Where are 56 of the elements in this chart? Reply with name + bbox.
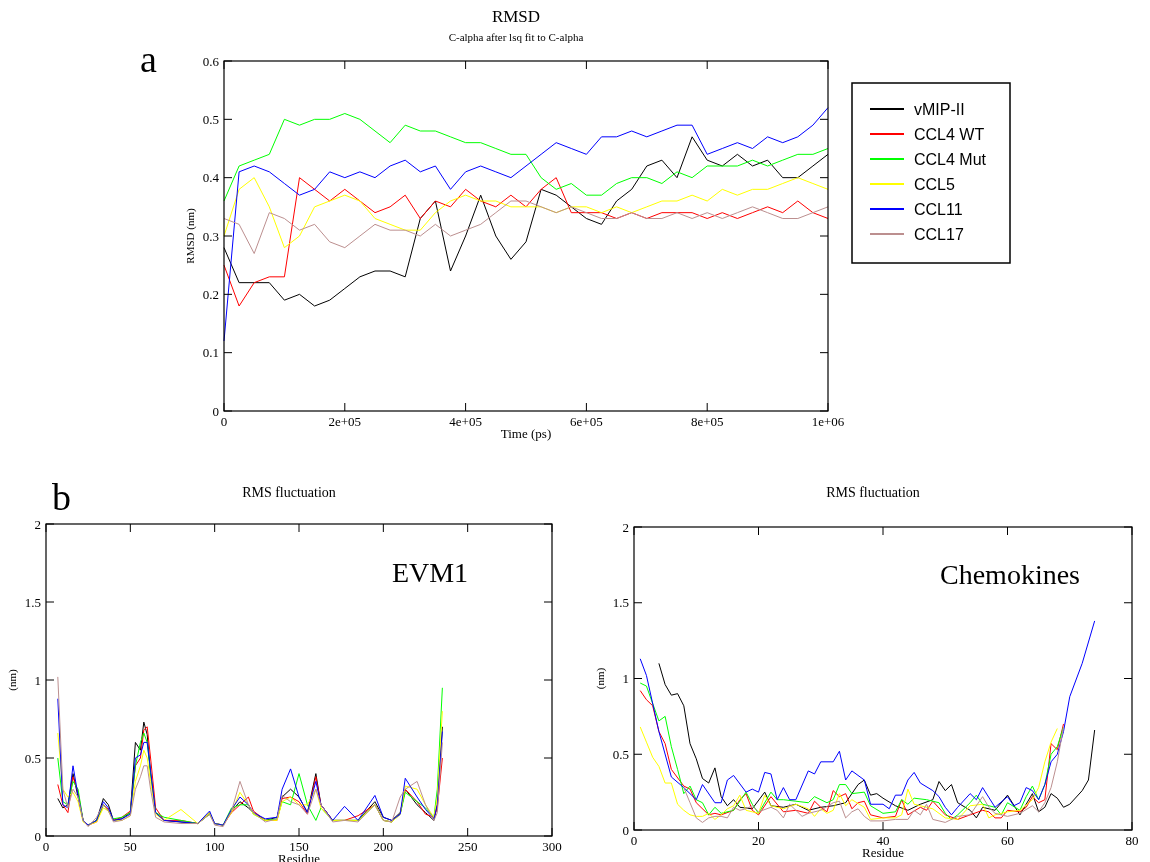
x-tick-label: 1e+06 (811, 414, 845, 429)
line-series (223, 177, 829, 307)
annotation: Chemokines (940, 559, 1080, 590)
legend-label: CCL17 (914, 226, 964, 243)
x-tick-label: 6e+05 (570, 414, 603, 429)
line-series (223, 113, 829, 202)
y-tick-label: 0.4 (202, 170, 220, 186)
text: b (52, 476, 71, 518)
y-axis-title: (nm) (6, 668, 19, 691)
chart-title: RMS fluctuation (826, 485, 920, 500)
x-tick-label: 2e+05 (328, 414, 362, 429)
x-tick-label: 100 (204, 839, 225, 854)
y-tick-label: 0 (622, 822, 629, 838)
y-tick-label: 0.1 (202, 345, 219, 361)
chart-title: RMSD (491, 7, 541, 26)
y-tick-label: 1 (34, 672, 41, 688)
x-axis-title: Time (ps) (500, 426, 552, 441)
x-tick-label: 20 (752, 833, 765, 848)
x-tick-label: 60 (1001, 833, 1014, 848)
line-series (223, 177, 829, 249)
legend-label: CCL5 (914, 176, 956, 193)
x-axis-title: Residue (862, 845, 905, 860)
annotation: EVM1 (391, 557, 469, 588)
x-tick-label: 40 (876, 833, 890, 848)
y-tick-label: 0 (212, 403, 219, 419)
x-tick-label: 4e+05 (449, 414, 482, 429)
text: a (140, 38, 157, 80)
y-tick-label: 1.5 (612, 595, 629, 611)
x-tick-label: 150 (289, 839, 309, 854)
y-tick-label: 2 (622, 519, 629, 535)
line-series (658, 662, 1096, 819)
y-tick-label: 0.6 (202, 53, 220, 69)
legend-label: CCL4 WT (914, 126, 985, 143)
x-tick-label: 250 (457, 839, 478, 854)
y-tick-label: 0.5 (24, 750, 41, 766)
x-tick-label: 8e+05 (690, 414, 724, 429)
x-tick-label: 200 (373, 839, 394, 854)
x-tick-label: 300 (542, 839, 562, 854)
y-tick-label: 1.5 (24, 594, 41, 610)
y-axis-title: (nm) (594, 667, 607, 690)
y-tick-label: 0.3 (202, 228, 219, 244)
line-series (223, 200, 829, 254)
chart-title: RMS fluctuation (242, 485, 336, 500)
x-tick-label: 50 (123, 839, 137, 854)
y-tick-label: 0.5 (202, 111, 219, 127)
y-tick-label: 0.5 (612, 746, 629, 762)
y-tick-label: 2 (34, 516, 41, 532)
y-axis-title: RMSD (nm) (184, 208, 197, 264)
legend-label: CCL4 Mut (914, 151, 987, 168)
line-series (639, 620, 1096, 816)
y-tick-label: 0.2 (202, 286, 219, 302)
x-tick-label: 80 (1125, 833, 1139, 848)
legend-label: CCL11 (914, 201, 963, 218)
legend-label: vMIP-II (914, 101, 965, 118)
chart-subtitle: C-alpha after lsq fit to C-alpha (448, 31, 584, 43)
y-tick-label: 1 (622, 671, 629, 686)
